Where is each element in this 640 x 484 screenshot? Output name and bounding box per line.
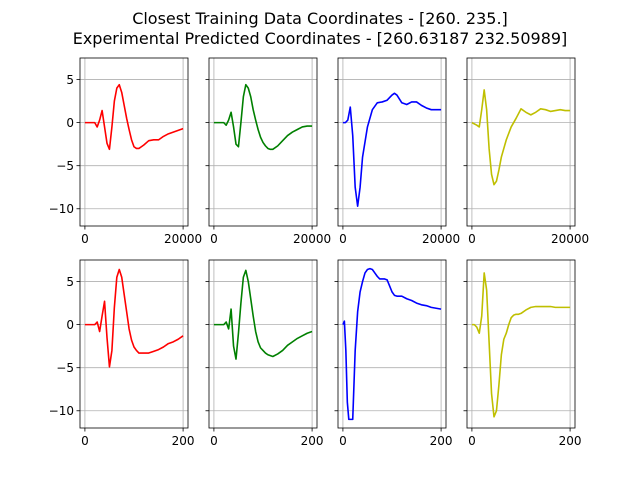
figure-title-line-2: Experimental Predicted Coordinates - [26… <box>73 29 568 48</box>
x-tick-label: 0 <box>468 232 476 246</box>
y-tick-label: 5 <box>66 73 74 87</box>
y-tick-label: 0 <box>66 318 74 332</box>
subplot-r1-c3: 0 200 <box>463 259 582 448</box>
subplot-r0-c3: 0 20000 <box>463 57 589 246</box>
axes-frame <box>208 57 318 227</box>
series-line <box>213 269 313 360</box>
axes-frame <box>79 57 189 227</box>
series-line <box>84 83 184 151</box>
axes-frame <box>79 259 189 429</box>
y-tick-label: 5 <box>66 275 74 289</box>
series-line <box>213 83 313 151</box>
x-tick-label: 0 <box>81 232 89 246</box>
y-tick-label: −5 <box>56 159 74 173</box>
axes-frame <box>466 259 576 429</box>
y-tick-label: 0 <box>66 116 74 130</box>
x-tick-label: 200 <box>172 434 195 448</box>
x-tick-label: 0 <box>339 434 347 448</box>
x-tick-label: 200 <box>301 434 324 448</box>
x-tick-label: 20000 <box>164 232 202 246</box>
series-line <box>471 89 571 186</box>
x-tick-label: 200 <box>430 434 453 448</box>
x-tick-label: 0 <box>210 232 218 246</box>
axes-frame <box>208 259 318 429</box>
x-tick-label: 0 <box>339 232 347 246</box>
x-tick-label: 20000 <box>551 232 589 246</box>
subplot-r0-c1: 0 20000 <box>205 57 331 246</box>
series-line <box>342 92 442 207</box>
series-line <box>471 272 571 418</box>
x-tick-label: 20000 <box>293 232 331 246</box>
x-tick-label: 0 <box>210 434 218 448</box>
y-tick-label: −10 <box>49 404 74 418</box>
axes-frame <box>337 57 447 227</box>
subplot-r1-c2: 0 200 <box>334 259 453 448</box>
x-tick-label: 0 <box>468 434 476 448</box>
subplot-r1-c1: 0 200 <box>205 259 324 448</box>
subplot-r1-c0: 0 200 5 0 −5 −10 <box>49 259 195 448</box>
axes-frame <box>337 259 447 429</box>
x-tick-label: 200 <box>559 434 582 448</box>
x-tick-label: 0 <box>81 434 89 448</box>
subplot-r0-c2: 0 20000 <box>334 57 460 246</box>
series-line <box>84 268 184 368</box>
series-line <box>342 267 442 421</box>
figure-title-line-1: Closest Training Data Coordinates - [260… <box>132 9 508 28</box>
y-tick-label: −10 <box>49 202 74 216</box>
y-tick-label: −5 <box>56 361 74 375</box>
subplot-r0-c0: 0 20000 5 0 −5 −10 <box>49 57 202 246</box>
x-tick-label: 20000 <box>422 232 460 246</box>
axes-frame <box>466 57 576 227</box>
